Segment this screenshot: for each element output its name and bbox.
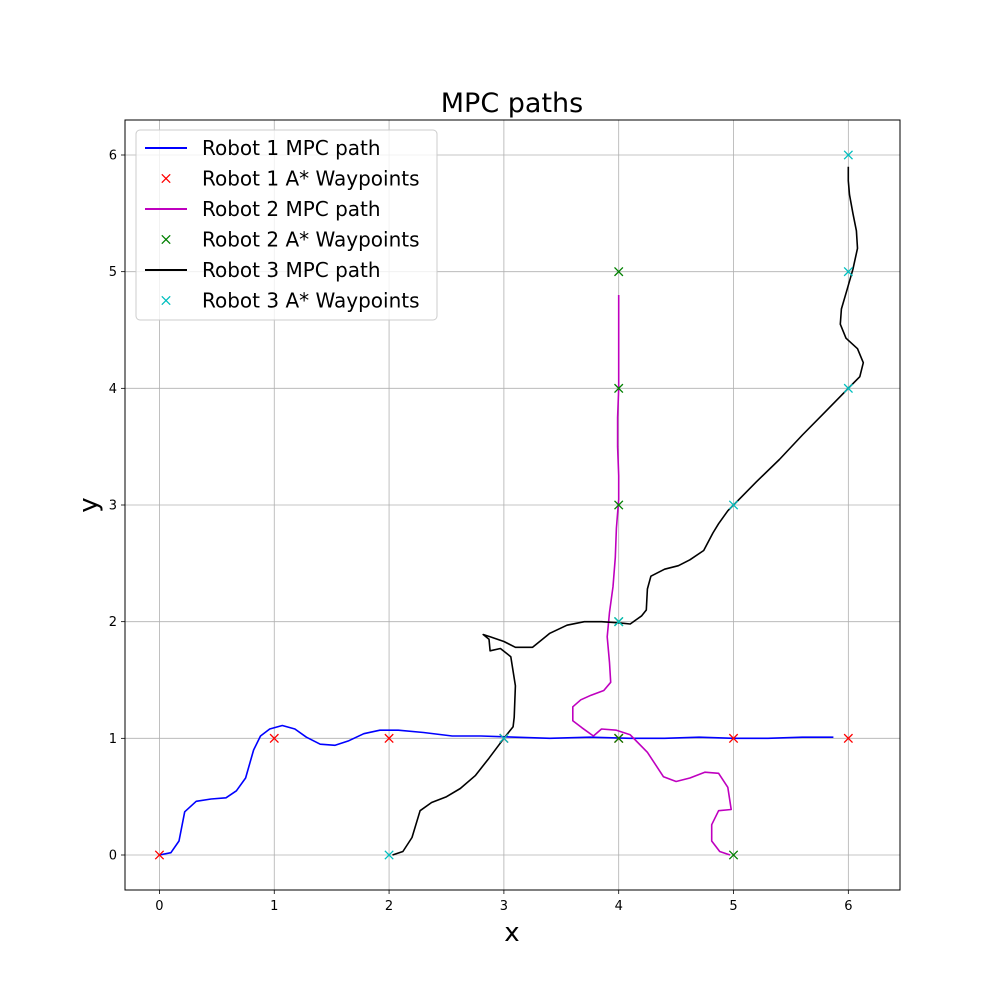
- chart-title: MPC paths: [441, 88, 583, 119]
- y-tick-label: 1: [109, 732, 117, 747]
- y-tick-label: 2: [109, 615, 117, 630]
- waypoint-marker-robot-2: [614, 383, 624, 393]
- marker-stroke: [728, 850, 739, 860]
- series-line-robot-3: [392, 166, 865, 856]
- marker-stroke: [384, 850, 394, 860]
- marker-stroke: [614, 617, 624, 627]
- plot-series: [154, 150, 865, 860]
- marker-stroke: [614, 733, 624, 743]
- marker-stroke: [843, 733, 853, 743]
- marker-stroke: [614, 267, 624, 277]
- y-tick-label: 0: [109, 849, 117, 864]
- marker-stroke: [614, 500, 624, 510]
- legend-entry-label: Robot 3 MPC path: [202, 258, 381, 282]
- legend-entry-label: Robot 2 MPC path: [202, 197, 381, 221]
- y-axis-label: y: [74, 497, 104, 512]
- waypoint-marker-robot-3: [728, 500, 739, 510]
- waypoint-marker-robot-3: [384, 850, 394, 860]
- x-tick-label: 1: [270, 899, 278, 914]
- y-tick-label: 4: [109, 382, 117, 397]
- legend-box: [135, 129, 438, 321]
- marker-stroke: [728, 500, 739, 510]
- legend-entry-label: Robot 3 A* Waypoints: [202, 289, 420, 313]
- marker-stroke: [499, 733, 509, 743]
- waypoint-marker-robot-2: [614, 267, 624, 277]
- x-axis-label: x: [504, 918, 519, 948]
- waypoint-marker-robot-2: [728, 850, 739, 860]
- marker-stroke: [728, 733, 739, 743]
- waypoint-marker-robot-3: [843, 150, 853, 160]
- waypoint-marker-robot-1: [269, 733, 279, 743]
- marker-stroke: [843, 383, 853, 393]
- marker-stroke: [384, 733, 394, 743]
- x-tick-label: 4: [615, 899, 623, 914]
- waypoint-marker-robot-2: [614, 733, 624, 743]
- waypoint-marker-robot-3: [614, 617, 624, 627]
- waypoint-marker-robot-1: [728, 733, 739, 743]
- marker-stroke: [161, 234, 171, 245]
- x-tick-label: 0: [155, 899, 163, 914]
- x-tick-label: 2: [385, 899, 393, 914]
- waypoint-marker-robot-1: [384, 733, 394, 743]
- legend-entry-label: Robot 1 A* Waypoints: [202, 167, 420, 191]
- marker-stroke: [161, 295, 171, 306]
- waypoint-marker-robot-3: [843, 267, 853, 277]
- series-line-robot-2: [571, 295, 733, 856]
- y-tick-label: 3: [109, 499, 117, 514]
- series-line-robot-1: [159, 724, 834, 856]
- marker-stroke: [161, 173, 171, 184]
- waypoint-marker-robot-2: [614, 500, 624, 510]
- legend-entry-label: Robot 1 MPC path: [202, 136, 381, 160]
- waypoint-marker-robot-3: [843, 383, 853, 393]
- legend: Robot 1 MPC path Robot 1 A* Waypoints Robo…: [135, 129, 438, 321]
- legend-swatch-marker: [161, 173, 171, 184]
- y-tick-label: 5: [109, 265, 117, 280]
- waypoint-marker-robot-3: [499, 733, 509, 743]
- axis-ticks: 0 1 2 3 4 5 6 0 1 2 3 4 5 6: [109, 149, 853, 915]
- y-tick-label: 6: [109, 149, 117, 164]
- waypoint-marker-robot-1: [843, 733, 853, 743]
- legend-swatch-marker: [161, 234, 171, 245]
- x-tick-label: 3: [500, 899, 508, 914]
- x-tick-label: 6: [844, 899, 852, 914]
- marker-stroke: [614, 383, 624, 393]
- legend-entry-label: Robot 2 A* Waypoints: [202, 228, 420, 252]
- marker-stroke: [843, 267, 853, 277]
- waypoint-marker-robot-1: [154, 850, 165, 860]
- marker-stroke: [154, 850, 165, 860]
- marker-stroke: [269, 733, 279, 743]
- marker-stroke: [843, 150, 853, 160]
- legend-swatch-marker: [161, 295, 171, 306]
- x-tick-label: 5: [729, 899, 737, 914]
